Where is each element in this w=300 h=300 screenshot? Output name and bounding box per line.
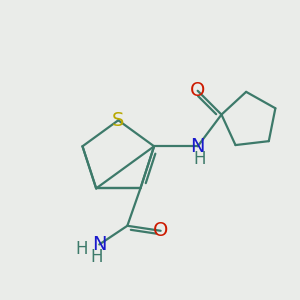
Text: H: H [75,240,88,258]
Text: N: N [92,235,106,254]
Text: S: S [112,111,124,130]
Text: H: H [194,150,206,168]
Text: H: H [90,248,103,266]
Text: O: O [190,81,205,100]
Text: O: O [153,221,168,240]
Text: N: N [190,137,205,156]
